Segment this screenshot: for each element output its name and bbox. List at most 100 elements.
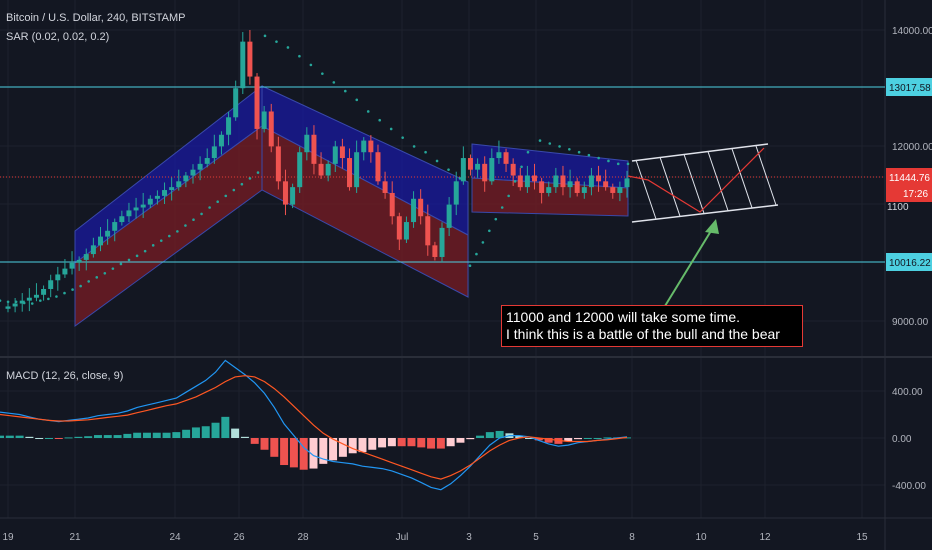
macd-histogram-bar (182, 429, 191, 438)
sar-dot (343, 89, 347, 93)
projection-hatch (683, 154, 705, 214)
time-tick-label: 3 (466, 532, 472, 543)
time-tick-label: 12 (759, 532, 771, 543)
macd-histogram-bar (93, 435, 102, 438)
macd-histogram-bar (25, 436, 34, 438)
macd-histogram-bar (84, 436, 93, 438)
annotation-note[interactable]: 11000 and 12000 will take some time. I t… (501, 305, 803, 347)
sar-dot (63, 291, 66, 295)
macd-histogram-bar (436, 438, 445, 449)
macd-histogram-bar (113, 435, 122, 438)
macd-histogram-bar (191, 427, 200, 438)
macd-histogram-bar (123, 433, 132, 438)
macd-histogram-bar (397, 438, 406, 447)
sar-dot (159, 239, 163, 242)
macd-histogram-bar (485, 432, 494, 438)
sar-dot (412, 145, 416, 148)
sar-dot (135, 254, 139, 258)
macd-histogram-bar (103, 435, 112, 438)
candle-body (396, 216, 402, 240)
candle-body (83, 254, 89, 260)
candle-body (90, 245, 96, 255)
sar-dot (71, 288, 74, 291)
candle-body (489, 158, 495, 182)
sar-dot (298, 54, 301, 58)
symbol-title: Bitcoin / U.S. Dollar, 240, BITSTAMP (6, 12, 186, 24)
sar-dot (111, 267, 115, 270)
sar-dot (184, 224, 187, 227)
macd-histogram-bar (358, 438, 367, 453)
sar-dot (14, 300, 18, 304)
price-tick-label: 12000.00 (892, 142, 932, 153)
macd-histogram-bar (534, 438, 543, 441)
candle-body (361, 140, 367, 153)
sar-dot (286, 46, 290, 49)
macd-histogram-bar (338, 438, 347, 457)
macd-histogram-bar (172, 432, 181, 438)
candle-body (69, 262, 75, 269)
projection-path (627, 147, 765, 213)
macd-histogram-bar (54, 438, 63, 439)
macd-histogram-bar (0, 435, 4, 438)
macd-histogram-bar (407, 438, 416, 447)
sar-dot (240, 182, 244, 186)
price-tick-label: 14000.00 (892, 26, 932, 37)
projection-hatch (707, 151, 729, 211)
parabolic-sar (0, 34, 630, 305)
macd-tick-label: 400.00 (892, 387, 923, 398)
sar-dot (526, 150, 530, 154)
macd-histogram-bar (574, 438, 583, 440)
macd-indicator-label[interactable]: MACD (12, 26, close, 9) (6, 370, 124, 382)
macd-histogram-bar (319, 438, 328, 464)
time-tick-label: 5 (533, 532, 539, 543)
candle-body (211, 146, 217, 159)
sar-dot (55, 295, 58, 298)
candle-body (147, 198, 153, 205)
sar-dot (0, 299, 2, 302)
candle-body (169, 187, 175, 191)
macd-histogram-bar (231, 428, 240, 438)
sar-dot (626, 162, 630, 166)
candle-body (133, 207, 139, 211)
candle-body (375, 152, 381, 182)
candle-body (197, 163, 203, 170)
candle-body (119, 216, 125, 223)
macd-histogram-bar (250, 438, 259, 444)
candle-body (112, 222, 118, 231)
annotation-line-1: 11000 and 12000 will take some time. (506, 309, 740, 325)
candle-body (204, 158, 210, 164)
price-tick-label: 9000.00 (892, 317, 929, 328)
sar-dot (232, 188, 236, 192)
candle-body (603, 181, 609, 188)
sar-dot (616, 162, 620, 166)
macd-histogram-bar (133, 432, 142, 438)
macd-histogram-bar (525, 438, 534, 439)
macd-histogram-bar (603, 437, 612, 439)
sar-indicator-label[interactable]: SAR (0.02, 0.02, 0.2) (6, 31, 110, 43)
macd-pane (0, 359, 631, 491)
macd-histogram-bar (309, 438, 318, 469)
sar-dot (216, 200, 219, 203)
macd-histogram-bar (378, 438, 387, 448)
macd-histogram-bar (299, 438, 308, 470)
sar-dot (256, 171, 260, 174)
macd-histogram-bar (456, 438, 465, 443)
macd-histogram-bar (387, 438, 396, 447)
candle-body (624, 178, 630, 188)
candle-body (62, 268, 68, 275)
candle-body (560, 175, 566, 188)
sar-dot (22, 301, 26, 305)
candle-body (532, 175, 538, 182)
macd-histogram-bar (289, 438, 298, 468)
macd-histogram-bar (515, 435, 524, 438)
sar-dot (192, 218, 195, 222)
candle-body (403, 222, 409, 240)
candle-body (467, 158, 473, 170)
macd-line (0, 359, 628, 491)
macd-histogram-bar (35, 438, 44, 439)
candle-body (588, 175, 594, 188)
candle-body (596, 175, 602, 182)
sar-dot (488, 229, 491, 233)
candle-body (581, 187, 587, 193)
